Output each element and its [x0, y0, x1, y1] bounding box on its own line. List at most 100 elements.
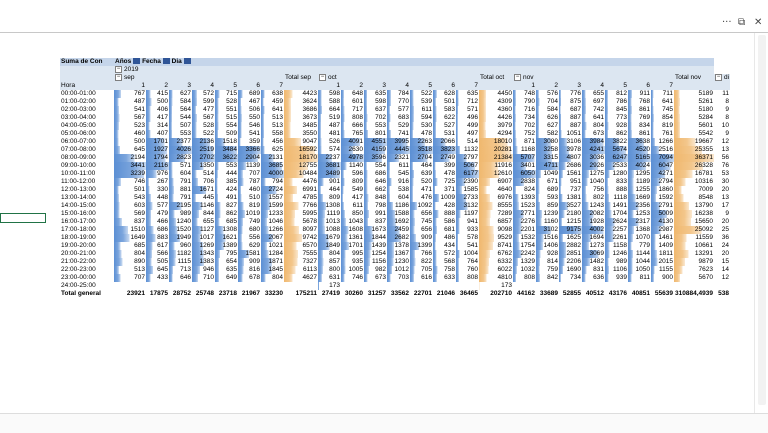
value-cell[interactable]: 8741 — [479, 242, 513, 251]
value-cell[interactable]: 6976 — [479, 194, 513, 203]
value-cell[interactable]: 53 — [721, 170, 730, 178]
value-cell[interactable]: 1308 — [318, 202, 341, 211]
value-cell[interactable]: 539 — [410, 98, 433, 107]
vertical-scrollbar[interactable] — [754, 33, 768, 413]
value-cell[interactable]: 761 — [651, 130, 674, 139]
value-cell[interactable]: 2180 — [559, 210, 582, 219]
value-cell[interactable]: 686 — [364, 170, 387, 179]
value-cell[interactable]: 501 — [433, 98, 456, 107]
value-cell[interactable]: 6113 — [284, 266, 318, 275]
value-cell[interactable]: 417 — [146, 114, 169, 123]
value-cell[interactable]: 1409 — [651, 242, 674, 251]
value-cell[interactable]: 5067 — [456, 162, 479, 171]
value-cell[interactable]: 4309 — [479, 98, 513, 107]
value-cell[interactable]: 13 — [721, 194, 730, 202]
value-cell[interactable] — [559, 282, 582, 290]
value-cell[interactable]: 2794 — [651, 178, 674, 187]
value-cell[interactable]: 808 — [456, 274, 479, 283]
total-cell[interactable]: 175211 — [284, 290, 318, 299]
value-cell[interactable]: 2926 — [582, 162, 605, 171]
value-cell[interactable]: 1308 — [215, 226, 238, 235]
value-cell[interactable]: 664 — [318, 106, 341, 115]
value-cell[interactable]: 7289 — [479, 210, 513, 219]
total-cell[interactable]: 33689 — [536, 290, 559, 299]
value-cell[interactable]: 9 — [725, 106, 730, 114]
value-cell[interactable]: 530 — [410, 122, 433, 131]
value-cell[interactable]: 1243 — [582, 202, 605, 211]
filter-field-label[interactable]: Dia — [171, 58, 182, 65]
value-cell[interactable]: 636 — [582, 274, 605, 283]
value-cell[interactable]: 1004 — [456, 250, 479, 259]
value-cell[interactable]: 680 — [238, 226, 261, 235]
value-cell[interactable]: 648 — [341, 90, 364, 99]
value-cell[interactable]: 13 — [721, 146, 730, 154]
value-cell[interactable]: 554 — [364, 162, 387, 171]
value-cell[interactable]: 7555 — [284, 250, 318, 259]
total-cell[interactable]: 28752 — [169, 290, 192, 299]
value-cell[interactable] — [284, 282, 318, 290]
value-cell[interactable]: 707 — [114, 274, 146, 283]
value-cell[interactable]: 638 — [261, 90, 284, 99]
value-cell[interactable]: 1871 — [261, 258, 284, 267]
value-cell[interactable]: 673 — [364, 274, 387, 283]
value-cell[interactable]: 1510 — [114, 226, 146, 235]
value-cell[interactable]: 6177 — [456, 170, 479, 179]
filter-dropdown-icon[interactable] — [183, 58, 191, 65]
value-cell[interactable]: 417 — [341, 194, 364, 203]
value-cell[interactable]: 641 — [261, 106, 284, 115]
value-cell[interactable]: 424 — [215, 186, 238, 195]
value-cell[interactable]: 3979 — [479, 122, 513, 131]
value-cell[interactable]: 3686 — [284, 106, 318, 115]
value-cell[interactable]: 685 — [215, 218, 238, 227]
value-cell[interactable]: 3978 — [559, 146, 582, 155]
value-cell[interactable]: 571 — [456, 106, 479, 115]
value-cell[interactable]: 1119 — [318, 210, 341, 219]
value-cell[interactable]: 4520 — [628, 146, 651, 155]
value-cell[interactable]: 645 — [146, 266, 169, 275]
value-cell[interactable] — [261, 282, 284, 290]
value-cell[interactable]: 1523 — [513, 202, 536, 211]
value-cell[interactable]: 764 — [456, 258, 479, 267]
total-cell[interactable]: 22701 — [410, 290, 433, 299]
value-cell[interactable]: 4807 — [559, 154, 582, 163]
value-cell[interactable]: 523 — [114, 122, 146, 131]
value-cell[interactable]: 4024 — [628, 162, 651, 171]
value-cell[interactable]: 745 — [410, 218, 433, 227]
value-cell[interactable]: 13291 — [674, 250, 714, 259]
value-cell[interactable]: 11 — [722, 90, 730, 98]
value-cell[interactable]: 802 — [582, 194, 605, 203]
value-cell[interactable]: 20 — [721, 218, 730, 226]
value-cell[interactable]: 1266 — [261, 226, 284, 235]
value-cell[interactable] — [169, 282, 192, 290]
value-cell[interactable]: 9175 — [559, 226, 582, 235]
value-cell[interactable]: 24 — [721, 242, 730, 250]
value-cell[interactable]: 2131 — [261, 154, 284, 163]
value-cell[interactable]: 946 — [192, 266, 215, 275]
value-cell[interactable]: 1070 — [628, 234, 651, 243]
value-cell[interactable]: 415 — [146, 90, 169, 99]
value-cell[interactable]: 448 — [146, 194, 169, 203]
value-cell[interactable]: 686 — [146, 226, 169, 235]
value-cell[interactable]: 3485 — [284, 122, 318, 131]
value-cell[interactable]: 861 — [628, 106, 651, 115]
value-cell[interactable]: 601 — [341, 98, 364, 107]
value-cell[interactable]: 989 — [169, 210, 192, 219]
value-cell[interactable]: 1266 — [651, 138, 674, 147]
value-cell[interactable]: 1439 — [364, 242, 387, 251]
value-cell[interactable]: 330 — [146, 186, 169, 195]
value-cell[interactable]: 541 — [238, 130, 261, 139]
collapse-icon[interactable]: − — [115, 74, 122, 82]
value-cell[interactable]: 766 — [410, 250, 433, 259]
value-cell[interactable]: 1040 — [582, 178, 605, 187]
value-cell[interactable]: 888 — [605, 186, 628, 195]
value-cell[interactable]: 1240 — [169, 218, 192, 227]
restore-icon[interactable]: ⧉ — [738, 17, 746, 28]
total-cell[interactable]: 33562 — [387, 290, 410, 299]
value-cell[interactable]: 500 — [146, 98, 169, 107]
value-cell[interactable]: 7094 — [651, 154, 674, 163]
value-cell[interactable]: 1378 — [387, 242, 410, 251]
value-cell[interactable]: 359 — [238, 138, 261, 147]
value-cell[interactable]: 808 — [513, 274, 536, 283]
value-cell[interactable]: 756 — [582, 186, 605, 195]
value-cell[interactable]: 507 — [169, 122, 192, 131]
